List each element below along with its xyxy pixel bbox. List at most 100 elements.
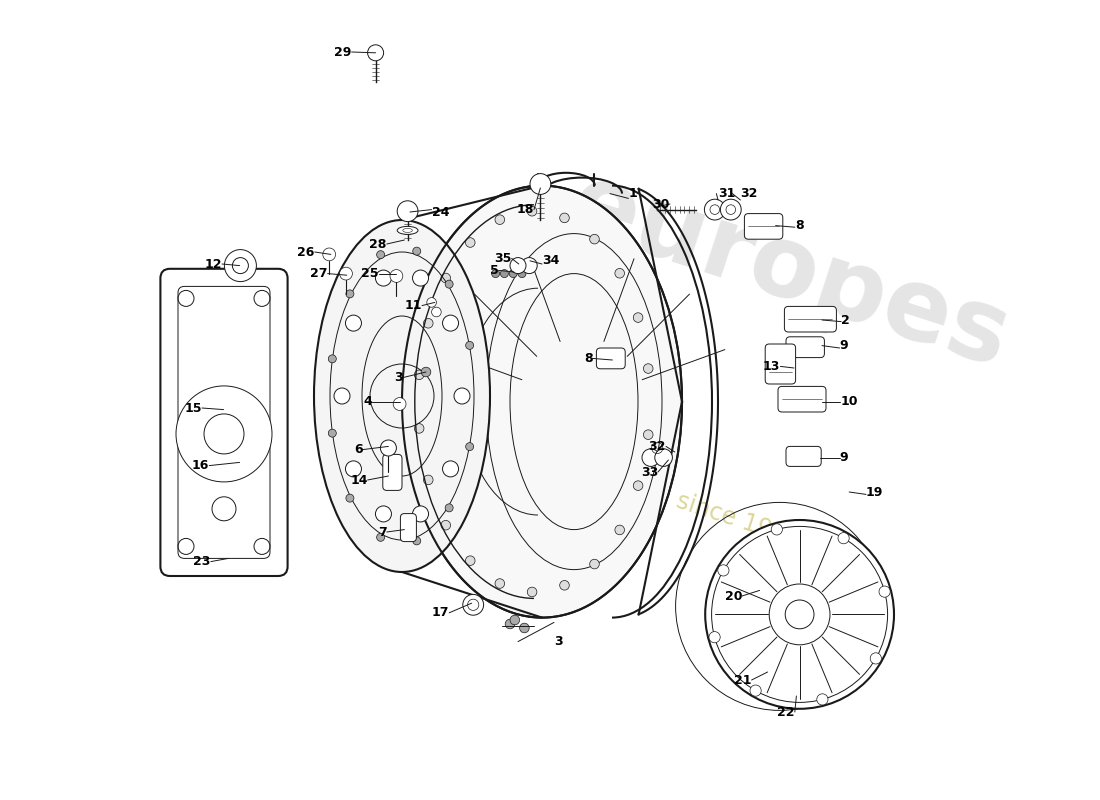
- FancyBboxPatch shape: [766, 344, 795, 384]
- Circle shape: [345, 494, 354, 502]
- Circle shape: [375, 506, 392, 522]
- Circle shape: [442, 461, 459, 477]
- Text: 30: 30: [652, 198, 670, 210]
- Circle shape: [415, 424, 424, 434]
- Circle shape: [376, 534, 385, 542]
- Text: 4: 4: [364, 395, 373, 408]
- Text: 15: 15: [185, 402, 202, 414]
- Text: 11: 11: [405, 299, 422, 312]
- Circle shape: [465, 556, 475, 566]
- Circle shape: [634, 313, 642, 322]
- Text: 16: 16: [191, 459, 209, 472]
- Circle shape: [441, 274, 451, 283]
- Circle shape: [720, 199, 741, 220]
- Circle shape: [224, 250, 256, 282]
- Circle shape: [879, 586, 890, 598]
- Text: 34: 34: [542, 254, 560, 267]
- Circle shape: [176, 386, 272, 482]
- Text: 29: 29: [334, 46, 352, 58]
- Circle shape: [500, 270, 508, 278]
- Text: 18: 18: [517, 203, 534, 216]
- Circle shape: [376, 250, 385, 258]
- Circle shape: [431, 307, 441, 317]
- Circle shape: [527, 206, 537, 216]
- Text: 31: 31: [718, 187, 736, 200]
- Text: 7: 7: [378, 526, 387, 538]
- Ellipse shape: [314, 220, 490, 572]
- Circle shape: [322, 248, 335, 261]
- Text: 23: 23: [194, 555, 211, 568]
- Circle shape: [634, 481, 642, 490]
- Circle shape: [710, 631, 720, 642]
- Text: 28: 28: [370, 238, 387, 250]
- Circle shape: [527, 587, 537, 597]
- Circle shape: [615, 269, 625, 278]
- Text: 5: 5: [491, 264, 498, 277]
- Text: 19: 19: [866, 486, 883, 498]
- Circle shape: [412, 537, 420, 545]
- Text: 24: 24: [431, 206, 449, 218]
- Circle shape: [345, 461, 362, 477]
- Circle shape: [817, 694, 828, 705]
- Circle shape: [530, 174, 551, 194]
- Circle shape: [870, 653, 881, 664]
- Circle shape: [424, 318, 433, 328]
- Circle shape: [446, 504, 453, 512]
- Text: 8: 8: [584, 352, 593, 365]
- Circle shape: [212, 497, 236, 521]
- Circle shape: [705, 520, 894, 709]
- Text: 13: 13: [763, 360, 780, 373]
- Text: 3: 3: [554, 635, 562, 648]
- FancyBboxPatch shape: [161, 269, 287, 576]
- Circle shape: [465, 238, 475, 247]
- Circle shape: [465, 342, 474, 350]
- Circle shape: [424, 475, 433, 485]
- Circle shape: [381, 440, 396, 456]
- FancyBboxPatch shape: [786, 446, 822, 466]
- Circle shape: [518, 270, 526, 278]
- FancyBboxPatch shape: [400, 514, 417, 542]
- Circle shape: [644, 430, 653, 439]
- Circle shape: [750, 685, 761, 696]
- Text: 6: 6: [354, 443, 363, 456]
- Circle shape: [446, 280, 453, 288]
- Text: 9: 9: [839, 451, 848, 464]
- FancyBboxPatch shape: [383, 454, 402, 490]
- Text: 8: 8: [795, 219, 803, 232]
- Circle shape: [704, 199, 725, 220]
- Circle shape: [345, 315, 362, 331]
- Circle shape: [328, 429, 337, 437]
- Circle shape: [642, 449, 660, 466]
- Circle shape: [838, 533, 849, 544]
- Circle shape: [519, 623, 529, 633]
- Circle shape: [560, 213, 570, 222]
- Circle shape: [390, 270, 403, 282]
- Circle shape: [492, 270, 499, 278]
- Circle shape: [615, 525, 625, 534]
- Circle shape: [421, 367, 431, 377]
- Circle shape: [521, 258, 537, 274]
- Text: a passion for porsche since 1985: a passion for porsche since 1985: [425, 408, 803, 552]
- Circle shape: [345, 290, 354, 298]
- Circle shape: [509, 270, 517, 278]
- Text: 35: 35: [494, 252, 512, 265]
- Text: 2: 2: [842, 314, 850, 326]
- FancyBboxPatch shape: [778, 386, 826, 412]
- Text: 3: 3: [394, 371, 403, 384]
- Circle shape: [505, 619, 515, 629]
- Circle shape: [340, 267, 352, 280]
- Circle shape: [328, 355, 337, 363]
- Text: 26: 26: [297, 246, 315, 258]
- Text: 14: 14: [350, 474, 367, 486]
- FancyBboxPatch shape: [784, 306, 836, 332]
- Circle shape: [465, 442, 474, 450]
- Circle shape: [427, 298, 437, 307]
- Circle shape: [560, 581, 570, 590]
- Circle shape: [771, 524, 782, 535]
- Text: 9: 9: [839, 339, 848, 352]
- Circle shape: [415, 370, 424, 379]
- Circle shape: [495, 215, 505, 225]
- Text: 32: 32: [649, 440, 666, 453]
- Circle shape: [644, 364, 653, 374]
- Circle shape: [590, 559, 600, 569]
